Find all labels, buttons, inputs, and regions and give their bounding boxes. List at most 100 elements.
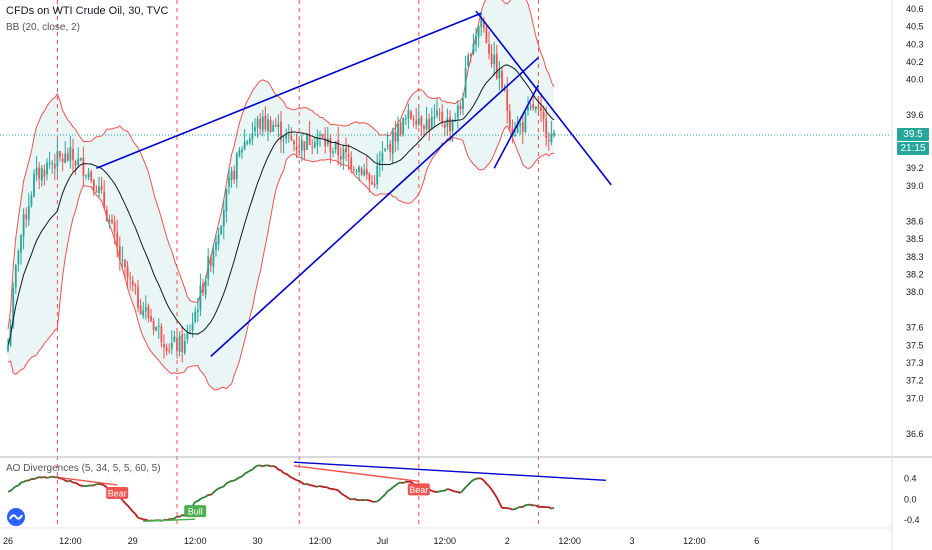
candle-body — [261, 116, 264, 131]
candle-body — [126, 266, 129, 278]
candle — [280, 111, 282, 153]
ao-segment — [173, 515, 178, 520]
ao-segment — [470, 479, 474, 483]
candle-body — [225, 188, 228, 212]
candle — [287, 124, 290, 144]
candle — [14, 263, 17, 294]
ao-segment — [57, 476, 61, 480]
ao-segment — [298, 480, 303, 484]
candle-body — [355, 171, 358, 173]
candle-body — [269, 119, 272, 133]
candle-body — [267, 119, 269, 132]
candle — [183, 333, 186, 355]
osc-tick-label: -0.4 — [904, 515, 920, 525]
candle — [430, 108, 433, 131]
price-tick-label: 36.6 — [906, 429, 924, 439]
candle — [399, 120, 402, 137]
ao-segment — [332, 488, 336, 491]
candle — [56, 139, 59, 177]
ao-segment — [262, 464, 266, 468]
ao-segment — [77, 483, 82, 487]
candle-body — [183, 341, 186, 354]
ao-segment — [278, 468, 282, 472]
candle-body — [415, 120, 418, 125]
candle — [163, 334, 165, 359]
candle-body — [488, 44, 490, 54]
candle-body — [368, 173, 371, 181]
candle — [464, 55, 467, 99]
ao-oscillator: Bear Bear Bull — [0, 456, 932, 522]
candle-body — [282, 140, 285, 142]
trendline — [210, 56, 539, 357]
candle-body — [347, 154, 350, 158]
candle — [142, 301, 145, 319]
candle — [264, 106, 267, 133]
candle-body — [38, 167, 41, 180]
candle — [51, 160, 54, 174]
candle-body — [181, 334, 184, 353]
candle — [222, 201, 225, 240]
candle — [22, 208, 25, 250]
candle-body — [501, 70, 503, 89]
candle-body — [196, 310, 199, 313]
candle-body — [402, 117, 405, 135]
candle — [254, 118, 256, 137]
candle-body — [241, 149, 243, 153]
ao-segment — [218, 486, 222, 490]
ao-segment — [551, 506, 555, 510]
candle — [150, 308, 152, 323]
candle — [485, 25, 488, 44]
ao-segment — [548, 506, 552, 510]
candle — [48, 151, 51, 169]
price-tick-label: 38.3 — [906, 252, 924, 262]
candle-body — [360, 168, 363, 175]
candle-body — [95, 190, 98, 193]
candle — [116, 219, 119, 258]
price-tick-label: 37.5 — [906, 340, 924, 350]
candle-body — [459, 105, 462, 109]
candle-body — [451, 121, 454, 131]
candle-body — [428, 119, 431, 131]
candle — [176, 328, 178, 359]
ao-segment — [317, 485, 321, 488]
candle-body — [228, 177, 230, 187]
candle — [40, 164, 43, 187]
ao-segment — [459, 489, 464, 494]
candle-body — [365, 169, 368, 175]
candle — [389, 140, 392, 161]
label-text: Bear — [108, 488, 127, 498]
candle-body — [272, 124, 275, 132]
candle — [506, 76, 509, 124]
candle-body — [290, 135, 293, 141]
candle — [124, 258, 126, 280]
candle-body — [534, 106, 537, 110]
ao-segment — [467, 481, 472, 486]
candle-body — [313, 142, 316, 148]
trendlines[interactable] — [96, 10, 612, 357]
ao-segment — [394, 482, 399, 487]
candle — [498, 61, 501, 91]
time-tick-label: 29 — [128, 536, 138, 546]
ao-segment — [17, 481, 22, 487]
candle — [129, 271, 132, 291]
ao-segment — [348, 497, 352, 501]
ao-segment — [444, 488, 448, 492]
ao-segment — [272, 465, 277, 468]
price-tick-label: 37.3 — [906, 358, 924, 368]
candle-body — [243, 141, 246, 150]
ao-segment — [304, 482, 308, 486]
candle-body — [264, 115, 267, 130]
candle-body — [12, 287, 15, 326]
candle — [139, 298, 142, 315]
candle — [332, 147, 334, 158]
candle — [113, 215, 116, 245]
candle-body — [537, 106, 540, 109]
candle-body — [493, 54, 496, 65]
candle-body — [51, 163, 54, 165]
candle — [238, 147, 241, 158]
candle-body — [467, 55, 470, 66]
ao-segment — [473, 478, 477, 481]
ao-segment — [41, 476, 45, 479]
candle-body — [345, 147, 347, 153]
